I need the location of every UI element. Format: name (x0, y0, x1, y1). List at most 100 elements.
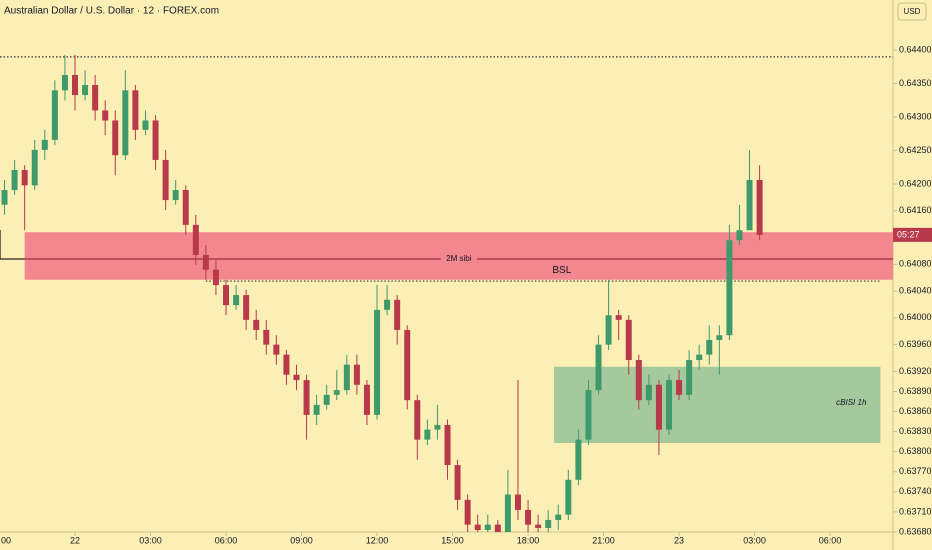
x-tick-label: 23 (674, 535, 684, 545)
candle-body (545, 519, 552, 528)
candle-body (233, 295, 240, 306)
y-tick-label: 0.63890 (899, 386, 932, 396)
candle-body (253, 319, 260, 330)
candle-body (162, 159, 169, 201)
x-tick-label: 12:00 (366, 535, 389, 545)
candle-body (132, 90, 139, 130)
candle-body (484, 524, 491, 530)
price-axis (893, 0, 932, 550)
candle-body (394, 299, 401, 330)
candle-body (61, 74, 68, 91)
candle-body (676, 380, 683, 395)
candle-body (333, 390, 340, 395)
y-tick-label: 0.64250 (899, 145, 932, 155)
candle-body (51, 90, 58, 140)
y-tick-label: 0.63800 (899, 446, 932, 456)
y-tick-label: 0.63680 (899, 526, 932, 536)
x-tick-label: 06:00 (819, 535, 842, 545)
y-tick-label: 0.64040 (899, 285, 932, 295)
candle-body (223, 285, 230, 306)
currency-box[interactable] (897, 2, 927, 21)
y-tick-label: 0.63860 (899, 406, 932, 416)
candle-body (374, 309, 381, 415)
y-tick-label: 0.63830 (899, 426, 932, 436)
label-bg (440, 253, 477, 264)
annotation: BSL (552, 265, 571, 276)
candle-body (665, 380, 672, 430)
x-tick-label: 15:00 (441, 535, 464, 545)
y-tick-label: 0.64200 (899, 178, 932, 188)
candle-body (504, 494, 511, 532)
candle-body (726, 240, 733, 336)
candle-body (384, 299, 391, 310)
candle-body (313, 404, 320, 415)
candle-body (263, 329, 270, 345)
candle-body (746, 180, 753, 231)
countdown: 05:27 (897, 229, 920, 239)
candle-body (494, 524, 501, 532)
y-tick-label: 0.64350 (899, 78, 932, 88)
y-tick-label: 0.63710 (899, 506, 932, 516)
candle-body (525, 509, 532, 525)
candle-body (41, 139, 48, 150)
x-tick-label: 00 (1, 535, 11, 545)
candle-body (444, 424, 451, 466)
y-tick-label: 0.63920 (899, 366, 932, 376)
candle-body (535, 524, 542, 528)
candle-body (565, 479, 572, 515)
x-tick-label: 21:00 (592, 535, 615, 545)
y-tick-label: 0.64000 (899, 312, 932, 322)
candle-body (152, 120, 159, 160)
candle-body (414, 400, 421, 440)
candle-body (635, 360, 642, 401)
chart-title: Australian Dollar / U.S. Dollar · 12 · F… (4, 6, 219, 17)
x-tick-label: 09:00 (290, 535, 313, 545)
candle-body (82, 84, 89, 96)
y-tick-label: 0.63770 (899, 466, 932, 476)
candle-body (142, 120, 149, 130)
candle-body (192, 224, 199, 255)
candle-body (424, 429, 431, 440)
candle-body (11, 169, 18, 191)
candle-body (686, 360, 693, 395)
candle-body (555, 514, 562, 520)
candle-body (756, 180, 763, 235)
candle-body (72, 74, 79, 96)
candle-body (474, 524, 481, 530)
candle-body (404, 329, 411, 401)
y-tick-label: 0.64080 (899, 259, 932, 269)
candle-body (122, 90, 129, 156)
candle-body (434, 424, 441, 430)
candle-body (706, 339, 713, 355)
candle-body (716, 335, 723, 340)
candle-body (112, 120, 119, 156)
candle-body (212, 269, 219, 286)
x-tick-label: 03:00 (743, 535, 766, 545)
candle-body (353, 364, 360, 385)
candle-body (514, 494, 521, 510)
x-tick-label: 03:00 (139, 535, 162, 545)
y-tick-label: 0.63960 (899, 339, 932, 349)
candle-body (595, 344, 602, 391)
annotation: 2M sibi (446, 254, 472, 263)
candle-body (736, 230, 743, 241)
candle-body (363, 384, 370, 415)
candle-body (655, 384, 662, 430)
candle-body (283, 354, 290, 375)
candle-body (696, 354, 703, 361)
y-tick-label: 0.64160 (899, 205, 932, 215)
candle-body (625, 319, 632, 361)
y-tick-label: 0.63740 (899, 486, 932, 496)
candle-body (323, 394, 330, 405)
zone (553, 366, 881, 443)
candle-body (303, 380, 310, 415)
x-tick-label: 06:00 (215, 535, 238, 545)
y-tick-label: 0.64300 (899, 111, 932, 121)
candle-body (243, 295, 250, 320)
x-tick-label: 18:00 (517, 535, 540, 545)
range-edge (0, 230, 25, 260)
candle-body (464, 499, 471, 525)
y-tick-label: 0.64400 (899, 45, 932, 55)
